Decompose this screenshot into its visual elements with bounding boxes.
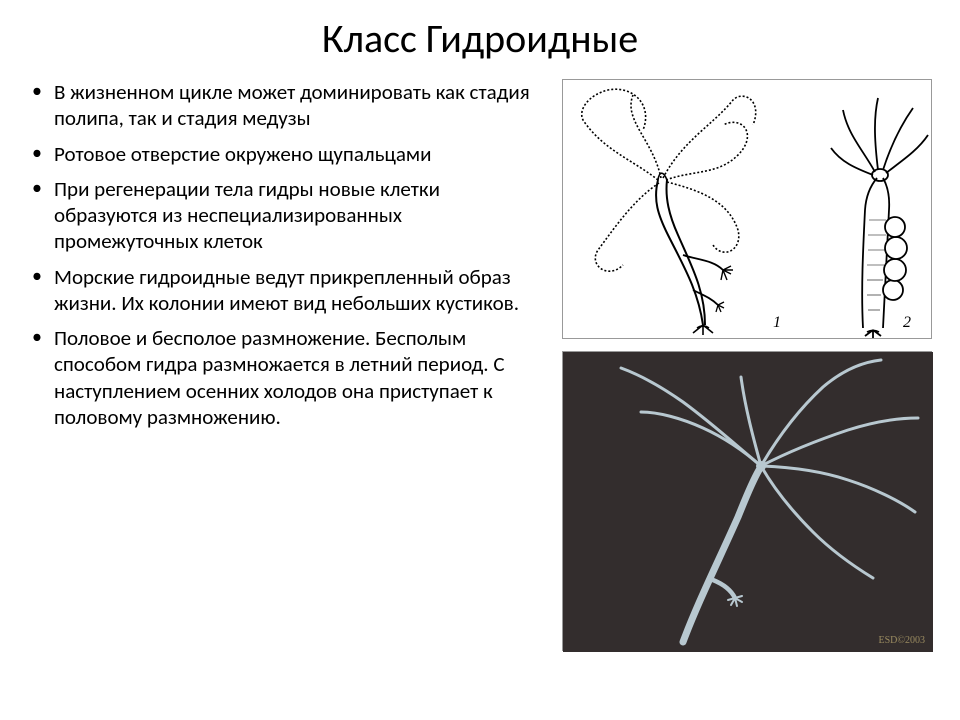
figure-bottom: ESD©2003 xyxy=(562,351,932,651)
figure-label-1: 1 xyxy=(773,314,781,332)
figure-top: 1 2 xyxy=(562,79,932,339)
bullet-item: Ротовое отверстие окружено щупальцами xyxy=(50,141,548,167)
bullet-item: Половое и бесполое размножение. Бесполым… xyxy=(50,325,548,430)
figure-label-2: 2 xyxy=(903,314,911,332)
bullet-list: В жизненном цикле может доминировать как… xyxy=(28,79,548,430)
bullet-item: При регенерации тела гидры новые клетки … xyxy=(50,176,548,255)
content-row: В жизненном цикле может доминировать как… xyxy=(28,79,932,651)
hydra-photo-icon xyxy=(563,352,933,652)
figure-credit: ESD©2003 xyxy=(879,635,926,646)
bullet-item: Морские гидроидные ведут прикрепленный о… xyxy=(50,264,548,317)
slide: Класс Гидроидные В жизненном цикле может… xyxy=(0,0,960,720)
hydra-drawing-icon xyxy=(563,80,933,340)
page-title: Класс Гидроидные xyxy=(28,14,932,63)
bullet-item: В жизненном цикле может доминировать как… xyxy=(50,79,548,132)
text-column: В жизненном цикле может доминировать как… xyxy=(28,79,548,651)
image-column: 1 2 xyxy=(560,79,932,651)
